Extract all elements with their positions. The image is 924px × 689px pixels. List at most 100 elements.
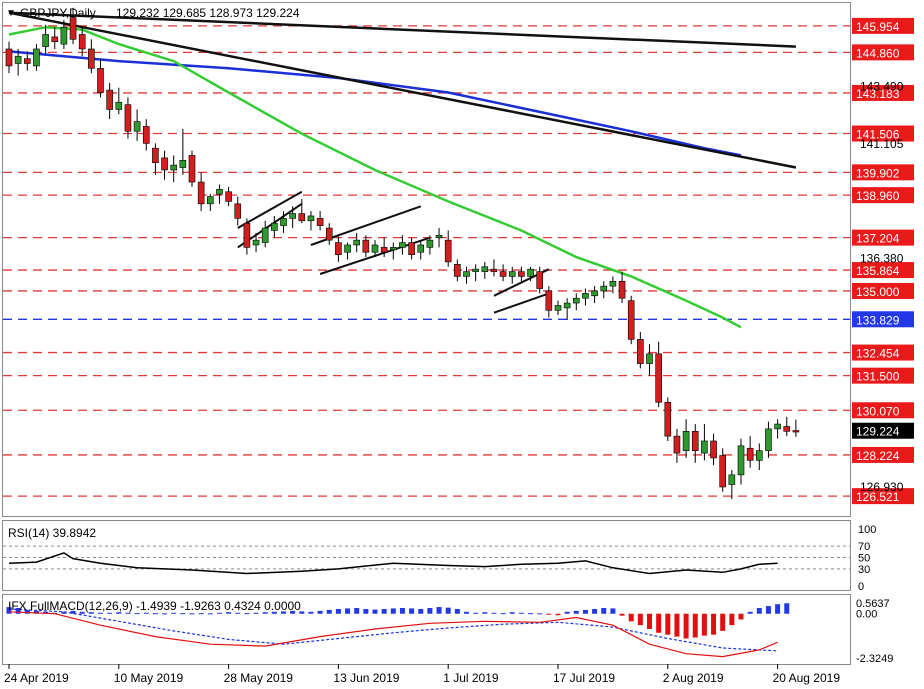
date-label: 28 May 2019 bbox=[224, 671, 294, 685]
candle-body bbox=[591, 290, 598, 297]
macd-signal-line bbox=[8, 608, 778, 652]
price-tick-label: 143.490 bbox=[860, 80, 904, 94]
level-label: 143.183 bbox=[856, 87, 900, 101]
price-levels bbox=[3, 25, 850, 497]
macd-histogram-bar bbox=[473, 612, 479, 614]
level-label: 135.000 bbox=[856, 285, 900, 299]
candle-body bbox=[444, 239, 452, 263]
candle-body bbox=[627, 300, 635, 340]
candle-body bbox=[124, 104, 132, 132]
candle-body bbox=[42, 34, 49, 47]
macd-histogram-bar bbox=[409, 608, 415, 614]
macd-histogram-bar bbox=[116, 612, 122, 614]
macd-histogram-bar bbox=[226, 612, 232, 614]
level-tag bbox=[852, 282, 914, 299]
candle-body bbox=[618, 280, 626, 299]
macd-main-line bbox=[8, 611, 778, 658]
macd-histogram-bar bbox=[720, 613, 726, 631]
candle-body bbox=[609, 280, 617, 287]
candle-body bbox=[710, 440, 717, 459]
macd-histogram-bar bbox=[107, 612, 113, 614]
macd-histogram-bar bbox=[61, 611, 67, 614]
macd-histogram-bar bbox=[299, 611, 305, 614]
date-label: 1 Jul 2019 bbox=[443, 671, 499, 685]
date-label: 24 Apr 2019 bbox=[4, 671, 69, 685]
candle-body bbox=[225, 191, 232, 202]
candle-body bbox=[728, 474, 736, 485]
channel-line bbox=[493, 292, 550, 314]
macd-histogram-bar bbox=[665, 613, 671, 635]
candle-body bbox=[51, 36, 59, 43]
candle-body bbox=[572, 297, 580, 304]
candle-body bbox=[142, 126, 150, 144]
candle-body bbox=[755, 450, 763, 461]
candle-body bbox=[463, 271, 470, 277]
rsi-panel-frame bbox=[2, 520, 851, 591]
date-label: 10 May 2019 bbox=[114, 671, 184, 685]
macd-histogram-bar bbox=[747, 611, 753, 614]
candle-body bbox=[216, 189, 223, 195]
candle-body bbox=[152, 147, 159, 164]
macd-histogram-bar bbox=[775, 604, 781, 614]
candle-body bbox=[435, 235, 443, 239]
candle-body bbox=[490, 268, 498, 272]
macd-histogram-bar bbox=[143, 612, 149, 614]
macd-histogram-bar bbox=[281, 611, 286, 614]
macd-histogram-bar bbox=[271, 611, 277, 614]
macd-histogram-bar bbox=[692, 613, 698, 638]
candle-body bbox=[362, 239, 370, 253]
candle-body bbox=[88, 48, 95, 69]
level-label: 144.860 bbox=[856, 46, 900, 60]
price-tick-label: 136.380 bbox=[860, 252, 904, 266]
price-axis: 145.954 144.860 143.183 141.506 139.902 138.9… bbox=[852, 17, 914, 505]
candle-body bbox=[5, 48, 13, 67]
candle-body bbox=[179, 159, 187, 168]
candle-body bbox=[161, 157, 168, 171]
macd-histogram-bar bbox=[555, 613, 561, 616]
trend-line bbox=[8, 11, 797, 169]
level-label: 128.224 bbox=[856, 449, 900, 463]
current-price-label: 129.224 bbox=[856, 425, 900, 439]
level-label: 133.829 bbox=[856, 313, 900, 327]
macd-histogram-bar bbox=[445, 607, 451, 614]
macd-histogram-bar bbox=[546, 613, 552, 615]
level-label: 145.954 bbox=[856, 20, 900, 34]
candle-body bbox=[664, 401, 672, 437]
macd-histogram-bar bbox=[701, 613, 707, 636]
macd-histogram-bar bbox=[573, 610, 579, 614]
macd-histogram-bar bbox=[601, 608, 607, 614]
candle-body bbox=[426, 239, 434, 248]
macd-histogram-bar bbox=[171, 612, 177, 614]
candle-body bbox=[701, 440, 708, 454]
indicator-lines bbox=[8, 11, 797, 329]
macd-histogram-bar bbox=[592, 608, 598, 614]
candle-body bbox=[472, 268, 479, 272]
macd-histogram-bar bbox=[656, 613, 662, 633]
macd-histogram-bar bbox=[518, 612, 524, 614]
date-label: 13 Jun 2019 bbox=[333, 671, 399, 685]
level-label: 139.902 bbox=[856, 166, 900, 180]
macd-histogram-bar bbox=[619, 613, 625, 616]
candle-body bbox=[261, 227, 269, 243]
date-label: 20 Aug 2019 bbox=[773, 671, 841, 685]
macd-histogram-bar bbox=[647, 613, 652, 629]
macd-histogram-bar bbox=[711, 613, 717, 635]
level-label: 132.454 bbox=[856, 347, 900, 361]
candle-body bbox=[554, 305, 562, 311]
candle-body bbox=[69, 17, 77, 40]
macd-histogram-bar bbox=[253, 612, 259, 614]
level-tag bbox=[852, 311, 914, 328]
header-triangle-icon[interactable]: ▼ bbox=[6, 8, 16, 19]
macd-histogram-bar bbox=[308, 611, 314, 614]
macd-histogram-bar bbox=[33, 610, 39, 614]
candle-body bbox=[78, 34, 86, 50]
macd-tick-label: 0.5637 bbox=[856, 598, 890, 610]
candle-body bbox=[508, 271, 516, 277]
macd-histogram-bar bbox=[491, 612, 497, 614]
macd-histogram-bar bbox=[582, 609, 588, 614]
macd-histogram-bar bbox=[756, 608, 762, 614]
candle-body bbox=[499, 271, 507, 277]
level-tag bbox=[852, 17, 914, 34]
candle-body bbox=[545, 290, 553, 311]
candle-body bbox=[252, 239, 260, 246]
